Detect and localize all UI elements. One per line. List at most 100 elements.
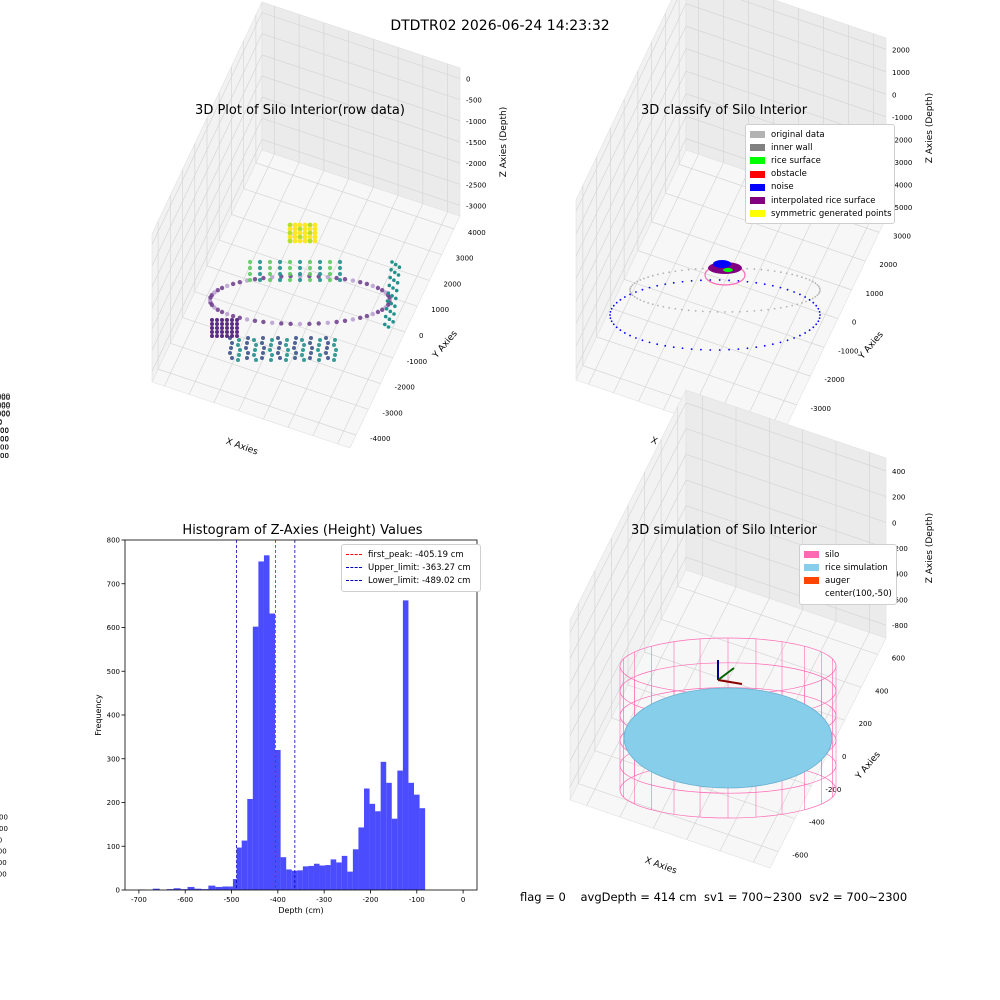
raw-point — [387, 317, 392, 322]
raw-point — [235, 334, 239, 338]
classify-point-noise — [771, 284, 774, 287]
classify-legend-swatch — [750, 170, 765, 178]
raw-point — [261, 336, 265, 340]
raw-point — [327, 265, 333, 271]
simulation-zgrid — [569, 402, 687, 634]
histogram-bar — [336, 862, 342, 890]
raw-point — [276, 336, 280, 340]
simulation-legend-entry: center(100,-50) — [804, 588, 892, 601]
raw-ylabel: Y Axies — [431, 329, 460, 361]
classify-point-original — [631, 294, 634, 297]
classify-point-noise — [818, 317, 821, 320]
raw-point — [324, 351, 328, 355]
histogram-bar — [247, 799, 253, 890]
simulation-zgrid — [569, 505, 687, 736]
classify-point-original — [760, 268, 763, 271]
classify-point-noise — [786, 288, 789, 291]
simulation-rice-surface — [623, 687, 833, 789]
raw-zgrid — [261, 96, 461, 164]
histogram-bar — [325, 865, 331, 890]
raw-point — [385, 299, 390, 303]
raw-point — [380, 307, 385, 312]
classify-point-original — [767, 308, 770, 311]
raw-point — [247, 271, 253, 277]
simulation-ygrid — [661, 618, 862, 688]
histogram-bar — [152, 888, 160, 890]
raw-point — [300, 338, 304, 342]
classify-xgrid — [713, 196, 824, 427]
classify-zlabel: Z Axies (Depth) — [925, 93, 935, 164]
histogram-xtick-label: -700 — [131, 896, 147, 904]
raw-point — [210, 318, 214, 322]
raw-ygrid — [255, 162, 454, 230]
raw-point — [237, 279, 242, 285]
raw-point — [254, 343, 258, 347]
histogram-bar — [215, 886, 223, 890]
raw-zgrid — [261, 117, 461, 185]
histogram-bar — [330, 859, 337, 890]
classify-point-original — [662, 272, 665, 275]
classify-legend-swatch — [750, 183, 765, 191]
raw-point — [225, 318, 229, 322]
raw-point — [245, 341, 249, 345]
classify-panel-title: 3D classify of Silo Interior — [640, 103, 808, 118]
raw-point — [212, 290, 217, 295]
raw-zgrid — [151, 75, 263, 309]
raw-data-3d-panel: -3000-2000-10000100020003000400040003000… — [0, 1, 509, 460]
raw-xlabel: X Axies — [224, 437, 259, 458]
raw-point — [302, 343, 306, 347]
raw-xtick-label: -1000 — [0, 411, 10, 419]
histogram-xlabel: Depth (cm) — [278, 906, 323, 915]
classify-point-noise — [808, 298, 811, 301]
raw-point — [392, 278, 396, 283]
raw-point — [312, 230, 318, 236]
figure-suptitle: DTDTR02 2026-06-24 14:23:32 — [390, 18, 610, 34]
raw-point — [257, 277, 263, 283]
simulation-zgrid — [569, 479, 687, 711]
histogram-ytick-label: 700 — [107, 580, 120, 588]
classify-point-original — [738, 310, 741, 313]
raw-point — [230, 330, 234, 334]
classify-point-noise — [808, 329, 811, 332]
classify-legend-label: original data — [771, 129, 825, 140]
raw-point — [337, 271, 343, 277]
raw-zgrid — [151, 139, 263, 372]
classify-point-noise — [718, 349, 721, 351]
histogram-legend-swatch — [346, 567, 362, 569]
classify-point-noise — [793, 291, 795, 293]
simulation-ytick-label: 0 — [842, 753, 846, 761]
simulation-3d-panel: -400-20002004006006004002000-200-400-600… — [0, 389, 935, 878]
simulation-ytick-label: 600 — [892, 654, 905, 662]
histogram-bar — [408, 782, 415, 890]
classify-zgrid — [575, 48, 687, 279]
simulation-legend: silo rice simulation auger center(100,-50) — [799, 544, 897, 605]
classify-legend-swatch — [750, 144, 765, 152]
raw-point — [333, 353, 337, 357]
classify-point-noise — [641, 339, 644, 342]
raw-point — [277, 346, 281, 350]
classify-xgrid — [738, 205, 849, 436]
histogram-bar — [194, 888, 202, 890]
raw-point — [297, 230, 303, 236]
classify-point-original — [796, 303, 799, 306]
raw-point — [270, 353, 274, 357]
classify-xtick-label: -3000 — [0, 392, 10, 400]
classify-point-original — [817, 292, 820, 295]
classify-point-original — [816, 283, 819, 286]
classify-point-original — [701, 310, 704, 313]
raw-ztick-label: -1500 — [466, 139, 486, 147]
raw-point — [260, 356, 264, 360]
classify-legend-entry: symmetric generated points — [750, 207, 892, 220]
raw-point — [297, 271, 303, 277]
histogram-bar — [386, 782, 392, 890]
raw-point — [261, 275, 266, 281]
histogram-bar — [241, 840, 248, 890]
classify-point-original — [785, 305, 788, 308]
classify-point-noise — [609, 310, 612, 313]
raw-ztick-label: -2000 — [466, 160, 486, 168]
raw-point — [247, 265, 253, 271]
raw-point — [293, 356, 297, 360]
raw-point — [307, 234, 313, 240]
classify-zgrid — [575, 0, 678, 212]
classify-point-noise — [629, 293, 631, 296]
